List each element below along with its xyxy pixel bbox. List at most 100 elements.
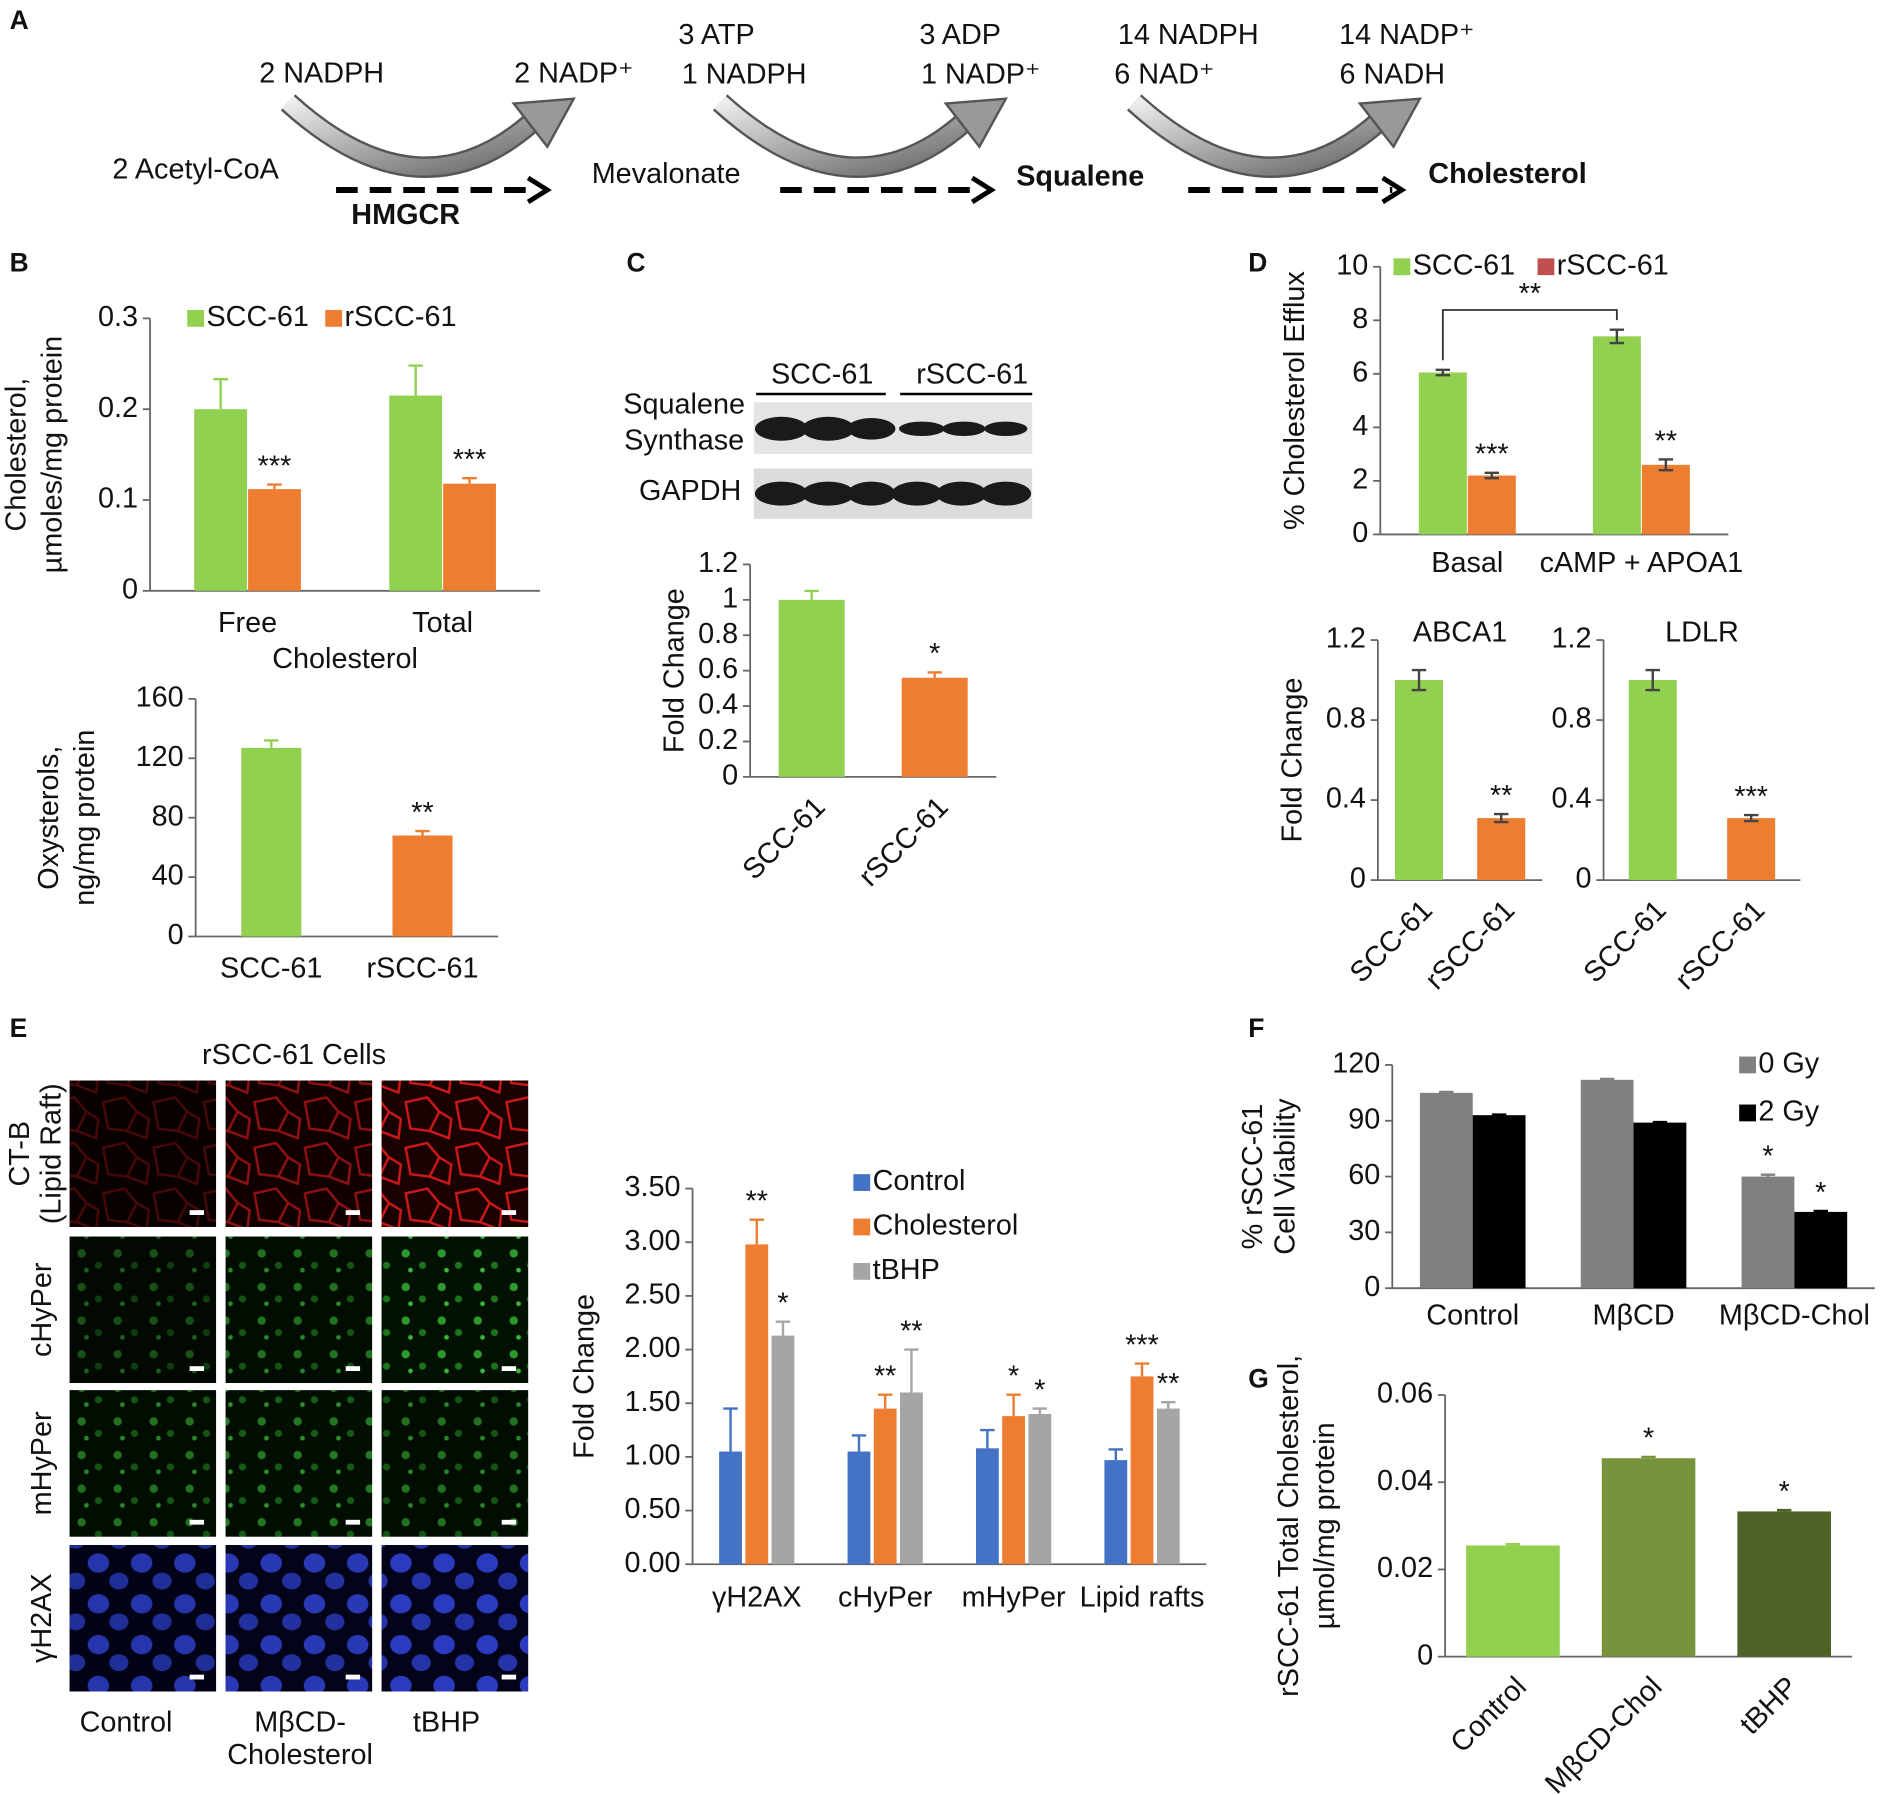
scale-bar [189,1210,205,1215]
legend-label: rSCC-61 [1557,249,1669,281]
bar [1727,818,1776,881]
chart-title: LDLR [1665,617,1739,649]
bar [194,409,248,591]
error-bar [1641,1455,1656,1459]
x-tick-label: tBHP [1734,1671,1804,1741]
column-label: MβCD- [254,1706,346,1738]
error-bar [1134,1362,1150,1377]
bar [1641,464,1690,535]
row-label: γH2AX [26,1573,58,1663]
cofactor: 3 ATP [678,19,754,51]
y-tick-label: 0.06 [1377,1378,1433,1410]
row-label: mHyPer [26,1411,58,1515]
y-tick-label: 8 [1352,303,1368,335]
cofactor: 6 NADH [1339,59,1445,91]
error-bar [415,829,430,836]
scale-bar [189,1674,205,1680]
error-bar [1411,668,1427,692]
y-tick-label: 0 [1352,517,1368,549]
legend-label: SCC-61 [1413,249,1515,281]
significance: *** [1475,439,1509,471]
row-label: CT-B [4,1121,36,1187]
y-tick-label: 0.2 [98,392,138,424]
bands [754,416,1032,506]
panel-letter: D [1248,247,1267,277]
bracket-label: ** [1519,278,1541,310]
error-bar [1776,1508,1792,1512]
row-label: cHyPer [26,1262,58,1357]
micrograph [381,1236,529,1384]
bar [847,1451,871,1565]
y-tick-label: 1.2 [1326,623,1366,655]
y-tick-label: 0 [122,573,138,605]
pathway-arrow [714,96,972,176]
metabolite: 2 Acetyl-CoA [112,153,279,185]
bar [1580,1079,1634,1289]
error-bar [1652,1120,1668,1124]
panel-letter: G [1248,1364,1269,1394]
error-bar [1645,668,1660,692]
error-bar [877,1393,893,1409]
y-tick-label: 0 [1417,1639,1433,1671]
x-tick-label: rSCC-61 [1669,894,1771,996]
y-tick-label: 0.8 [1551,703,1591,735]
scale-bar [345,1210,361,1215]
significance: *** [1734,781,1768,813]
bar [771,1335,795,1565]
error-bar [1439,1090,1454,1094]
error-bar [462,477,477,484]
chart-title: ABCA1 [1413,617,1507,649]
bar [443,483,496,591]
x-tick-label: SCC-61 [737,791,832,886]
error-bar [213,378,228,410]
row-label: (Lipid Raft) [35,1083,67,1224]
y-axis-label: µmoles/mg protein [37,336,69,573]
bar [1002,1416,1026,1565]
error-bar [264,739,279,748]
column-label: Cholesterol [227,1739,373,1771]
cofactor: 2 NADPH [259,57,384,89]
x-tick-label: MβCD-Chol [1719,1300,1870,1332]
error-bar [1658,458,1674,472]
y-tick-label: 2.00 [624,1332,680,1364]
cofactor: 1 NADP⁺ [921,59,1040,91]
significance: ** [746,1185,768,1217]
scale-bar [501,1366,517,1372]
panel-letter: C [627,247,646,277]
micrograph [381,1080,529,1227]
bar [1466,1545,1560,1657]
y-tick-label: 0 [1576,863,1592,895]
x-axis-label: Cholesterol [272,643,418,675]
legend-label: SCC-61 [206,301,308,333]
pathway: 2 NADPH 2 NADP⁺ 3 ATP 1 NADPH 3 ADP 1 NA… [112,19,1586,231]
y-axis-label: Fold Change [658,588,690,753]
significance: *** [258,450,292,482]
blot-group: rSCC-61 [916,359,1028,391]
significance: * [777,1287,788,1319]
y-tick-label: 3.50 [624,1171,680,1203]
bar [1028,1413,1052,1565]
cofactor: 2 NADP⁺ [514,57,633,89]
legend-label: Cholesterol [873,1210,1019,1242]
bar [900,1392,923,1565]
error-bar [1813,1209,1828,1213]
bar [1741,1176,1795,1289]
legend-label: Control [873,1165,966,1197]
bar [873,1408,897,1565]
x-tick-label: SCC-61 [1578,894,1673,989]
legend-swatch [853,1174,871,1191]
significance: *** [1125,1329,1159,1361]
x-tick-label: cHyPer [838,1582,933,1614]
y-tick-label: 0 [722,759,738,791]
panel-letter: E [10,1013,28,1043]
x-tick-label: Basal [1431,547,1503,579]
significance: ** [411,797,433,829]
micrograph [225,1236,373,1384]
y-tick-label: 120 [136,741,184,773]
micrograph [225,1080,373,1227]
bar [1156,1408,1180,1565]
y-axis-label: % Cholesterol Efflux [1279,271,1311,530]
y-tick-label: 0.8 [698,618,738,650]
x-tick-label: Free [218,607,277,639]
